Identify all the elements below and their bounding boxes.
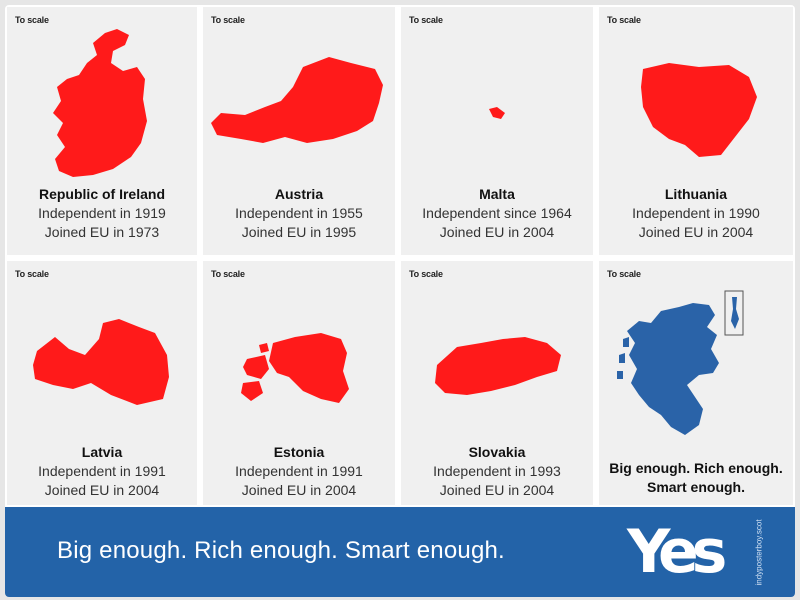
malta-map-icon bbox=[489, 107, 505, 119]
card-lithuania: To scale Lithuania Independent in 1990 J… bbox=[599, 7, 793, 255]
independence-text: Independent in 1991 bbox=[235, 463, 363, 479]
country-name: Latvia bbox=[81, 444, 123, 460]
caption: Estonia Independent in 1991 Joined EU in… bbox=[203, 443, 395, 500]
credit-label: indyposterboy.scot bbox=[754, 519, 764, 586]
to-scale-label: To scale bbox=[607, 269, 641, 279]
banner-tagline: Big enough. Rich enough. Smart enough. bbox=[57, 537, 505, 564]
independence-text: Independent in 1993 bbox=[433, 463, 561, 479]
caption: Austria Independent in 1955 Joined EU in… bbox=[203, 185, 395, 242]
to-scale-label: To scale bbox=[409, 269, 443, 279]
card-ireland: To scale Republic of Ireland Independent… bbox=[7, 7, 197, 255]
latvia-map-icon bbox=[33, 319, 169, 405]
country-name: Estonia bbox=[273, 444, 325, 460]
country-name: Malta bbox=[479, 186, 515, 202]
lithuania-map-icon bbox=[641, 63, 757, 157]
eu-join-text: Joined EU in 2004 bbox=[44, 482, 160, 498]
yes-logo: Yes bbox=[627, 517, 727, 587]
card-austria: To scale Austria Independent in 1955 Joi… bbox=[203, 7, 395, 255]
to-scale-label: To scale bbox=[211, 269, 245, 279]
card-malta: To scale Malta Independent since 1964 Jo… bbox=[401, 7, 593, 255]
caption: Latvia Independent in 1991 Joined EU in … bbox=[7, 443, 197, 500]
to-scale-label: To scale bbox=[15, 15, 49, 25]
independence-text: Independent since 1964 bbox=[422, 205, 572, 221]
slogan-line-2: Smart enough. bbox=[646, 479, 745, 495]
to-scale-label: To scale bbox=[211, 15, 245, 25]
caption: Big enough. Rich enough. Smart enough. bbox=[599, 459, 793, 497]
caption: Lithuania Independent in 1990 Joined EU … bbox=[599, 185, 793, 242]
footer-banner: Big enough. Rich enough. Smart enough. Y… bbox=[5, 507, 795, 597]
poster: To scale Republic of Ireland Independent… bbox=[5, 5, 795, 597]
to-scale-label: To scale bbox=[607, 15, 641, 25]
card-slovakia: To scale Slovakia Independent in 1993 Jo… bbox=[401, 261, 593, 505]
country-name: Lithuania bbox=[664, 186, 728, 202]
independence-text: Independent in 1990 bbox=[632, 205, 760, 221]
scotland-map-icon bbox=[617, 290, 744, 435]
to-scale-label: To scale bbox=[15, 269, 49, 279]
country-name: Slovakia bbox=[468, 444, 526, 460]
estonia-map-icon bbox=[241, 333, 349, 403]
caption: Malta Independent since 1964 Joined EU i… bbox=[401, 185, 593, 242]
slovakia-map-icon bbox=[435, 337, 561, 395]
card-scotland: To scale Big enough. Rich enough. Smart … bbox=[599, 261, 793, 505]
card-latvia: To scale Latvia Independent in 1991 Join… bbox=[7, 261, 197, 505]
to-scale-label: To scale bbox=[409, 15, 443, 25]
card-estonia: To scale Estonia Independent in 1991 Joi… bbox=[203, 261, 395, 505]
independence-text: Independent in 1991 bbox=[38, 463, 166, 479]
slogan-line-1: Big enough. Rich enough. bbox=[609, 460, 783, 476]
austria-map-icon bbox=[211, 57, 383, 143]
credit-text: indyposterboy.scot bbox=[753, 515, 765, 587]
eu-join-text: Joined EU in 1973 bbox=[44, 224, 160, 240]
eu-join-text: Joined EU in 2004 bbox=[439, 482, 555, 498]
eu-join-text: Joined EU in 1995 bbox=[241, 224, 357, 240]
country-name: Austria bbox=[274, 186, 324, 202]
independence-text: Independent in 1955 bbox=[235, 205, 363, 221]
caption: Republic of Ireland Independent in 1919 … bbox=[7, 185, 197, 242]
ireland-map-icon bbox=[53, 29, 147, 177]
eu-join-text: Joined EU in 2004 bbox=[241, 482, 357, 498]
country-name: Republic of Ireland bbox=[38, 186, 165, 202]
caption: Slovakia Independent in 1993 Joined EU i… bbox=[401, 443, 593, 500]
eu-join-text: Joined EU in 2004 bbox=[439, 224, 555, 240]
independence-text: Independent in 1919 bbox=[38, 205, 166, 221]
eu-join-text: Joined EU in 2004 bbox=[638, 224, 754, 240]
